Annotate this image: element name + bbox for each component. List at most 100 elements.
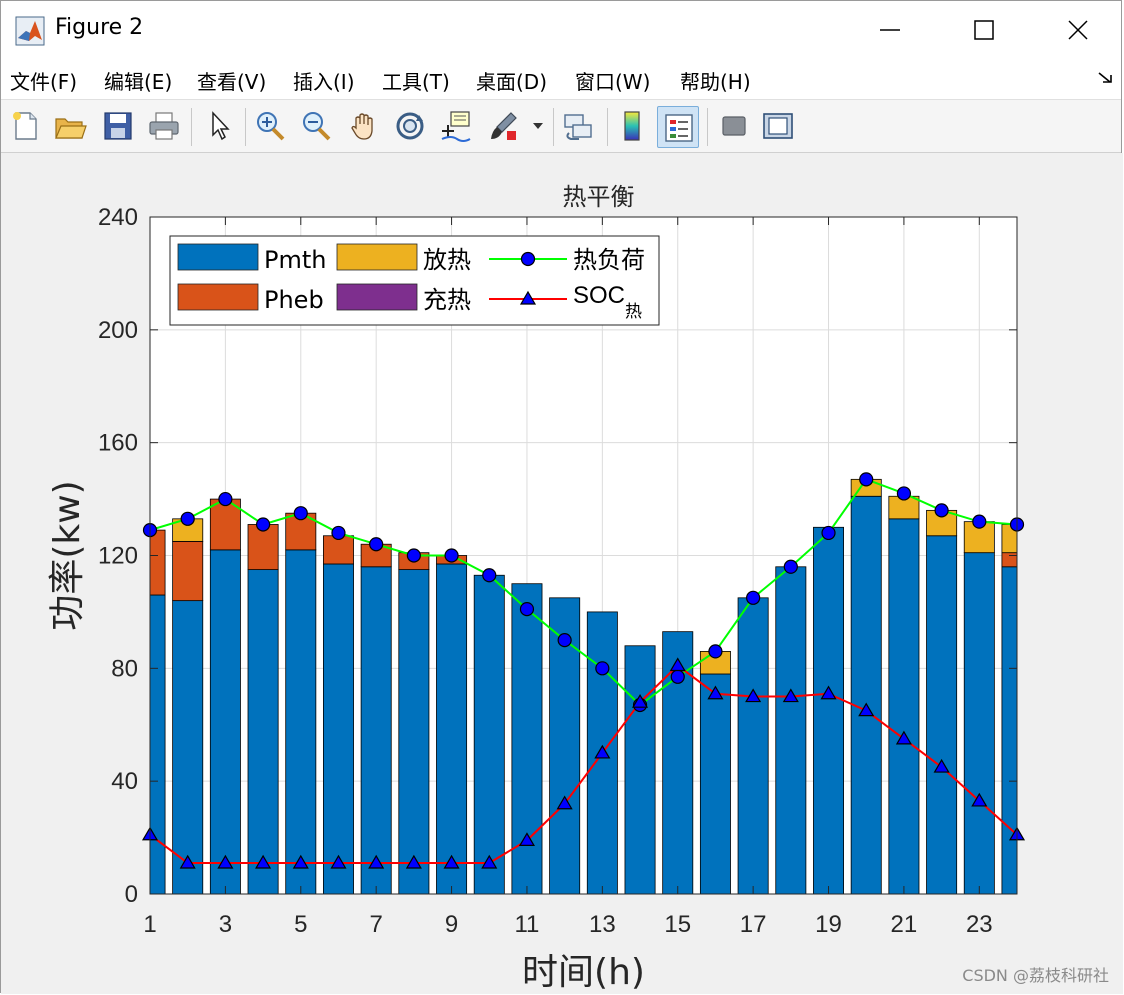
soc-point (217, 854, 234, 869)
bar-pmth (737, 597, 769, 894)
soc-point (255, 854, 272, 869)
soc-point (858, 702, 875, 717)
watermark: CSDN @荔枝科研社 (962, 966, 1109, 985)
y-tick-label: 240 (98, 204, 138, 231)
toolbar-separator (245, 108, 246, 146)
legend-label-discharge: 放热 (423, 246, 471, 274)
open-file-icon[interactable] (53, 109, 87, 143)
colorbar-icon[interactable] (615, 109, 649, 143)
brush-icon[interactable] (487, 109, 521, 143)
menu-tools[interactable]: 工具(T) (382, 70, 450, 94)
y-tick-label: 120 (98, 543, 138, 570)
legend-marker-heat-load (520, 251, 536, 267)
soc-point (820, 685, 837, 700)
x-axis-label: 时间(h) (522, 952, 645, 993)
x-tick-label: 7 (369, 911, 382, 938)
legend-toggle-button[interactable] (657, 106, 699, 148)
y-tick-label: 160 (98, 430, 138, 457)
legend-swatch-discharge (336, 243, 418, 271)
y-tick-label: 40 (111, 768, 138, 795)
rotate-3d-icon[interactable] (393, 109, 427, 143)
toolbar-separator (707, 108, 708, 146)
bar-discharge (1001, 524, 1017, 554)
minimize-button[interactable] (843, 1, 935, 59)
legend-swatch-pmth (177, 243, 259, 271)
soc-point (631, 693, 649, 708)
bar-pmth (209, 549, 241, 894)
heat-load-point (331, 525, 346, 541)
zoom-out-icon[interactable] (299, 109, 333, 143)
heat-load-point (255, 517, 271, 532)
show-plot-tools-icon[interactable] (761, 109, 795, 143)
link-plot-icon[interactable] (561, 109, 595, 143)
soc-point (782, 688, 799, 703)
legend-swatch-pheb (177, 283, 259, 311)
bar-pmth (926, 535, 958, 894)
menu-file[interactable]: 文件(F) (10, 70, 78, 94)
menu-bar: 文件(F) 编辑(E) 查看(V) 插入(I) 工具(T) 桌面(D) 窗口(W… (1, 59, 1121, 99)
x-tick-label: 11 (514, 911, 539, 938)
menu-window[interactable]: 窗口(W) (575, 70, 651, 94)
soc-point (292, 854, 309, 869)
menu-edit[interactable]: 编辑(E) (104, 70, 173, 94)
zoom-in-icon[interactable] (253, 109, 287, 143)
soc-point (330, 854, 347, 869)
toolbar-separator (607, 108, 608, 146)
bar-pheb (172, 540, 204, 602)
x-tick-label: 5 (294, 911, 307, 938)
x-tick-label: 19 (815, 911, 842, 938)
heat-load-point (859, 472, 874, 487)
save-icon[interactable] (101, 109, 135, 143)
heat-load-point (934, 503, 949, 518)
toolbar-separator (553, 108, 554, 146)
bar-pmth (172, 600, 204, 894)
menu-view[interactable]: 查看(V) (197, 70, 267, 94)
bar-pmth (398, 569, 430, 894)
bar-pmth (150, 594, 166, 894)
x-tick-label: 3 (219, 911, 232, 938)
heat-load-point (218, 491, 233, 507)
toolbar-separator (191, 108, 192, 146)
bar-pmth (1001, 566, 1017, 894)
close-button[interactable] (1031, 1, 1123, 59)
figure-toolbar (1, 99, 1121, 153)
bar-group (150, 478, 1017, 894)
pan-hand-icon[interactable] (347, 109, 381, 143)
soc-point (556, 795, 573, 810)
legend-label-soc: SOC热 (573, 282, 642, 321)
data-cursor-icon[interactable] (439, 109, 473, 143)
bar-pmth (322, 563, 354, 894)
menu-insert[interactable]: 插入(I) (293, 70, 355, 94)
heat-load-point (482, 568, 497, 583)
bar-pmth (888, 518, 920, 894)
matlab-logo-icon (15, 16, 45, 46)
bar-pmth (247, 569, 279, 894)
soc-point (971, 792, 988, 807)
figure-canvas: 0 40 80 120 160 200 240 1 3 5 7 9 11 13 15 17 19 21 23 热平衡时… (1, 153, 1123, 994)
soc-point (405, 854, 422, 869)
x-tick-label: 9 (445, 911, 458, 938)
new-figure-icon[interactable] (9, 109, 43, 143)
bar-pmth (963, 552, 995, 894)
bar-pmth (775, 566, 807, 894)
menu-help[interactable]: 帮助(H) (680, 70, 751, 94)
x-tick-label: 21 (891, 911, 918, 938)
soc-point (745, 688, 762, 703)
menu-desktop[interactable]: 桌面(D) (476, 70, 548, 94)
legend-label-pheb: Pheb (264, 286, 324, 314)
maximize-button[interactable] (937, 1, 1029, 59)
soc-point (669, 657, 686, 672)
chevron-down-icon[interactable] (533, 122, 543, 130)
print-icon[interactable] (147, 109, 181, 143)
dock-arrow-icon[interactable] (1097, 71, 1113, 85)
x-tick-label: 1 (143, 911, 156, 938)
heat-load-point (369, 537, 384, 552)
chart-title: 热平衡 (563, 183, 635, 211)
close-icon (1068, 20, 1088, 40)
select-arrow-icon[interactable] (203, 109, 237, 143)
bar-pmth (850, 495, 882, 894)
hide-plot-tools-icon[interactable] (717, 109, 751, 143)
